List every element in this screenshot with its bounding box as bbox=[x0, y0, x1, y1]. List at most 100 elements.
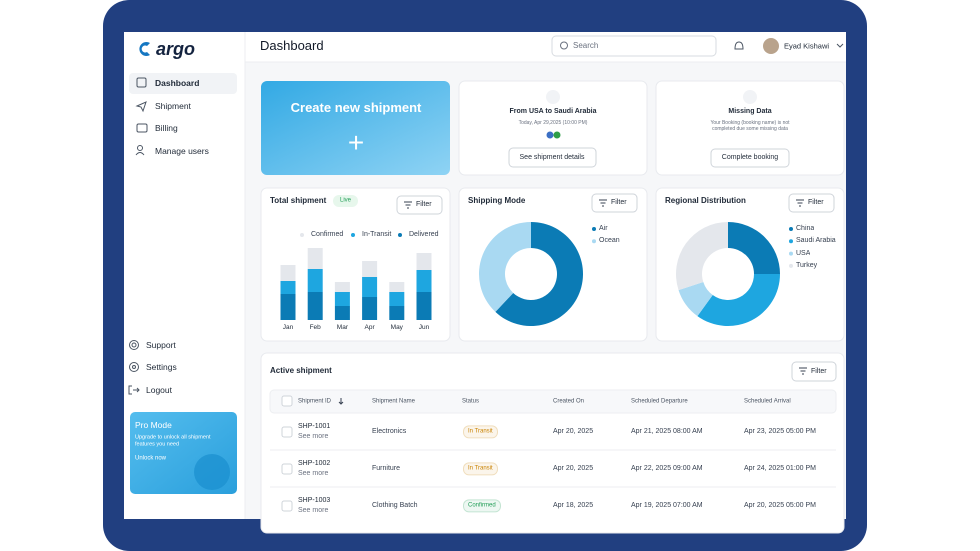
x-tick-label: Apr bbox=[364, 324, 375, 332]
x-tick-label: Feb bbox=[309, 324, 321, 332]
bar-segment bbox=[280, 294, 296, 320]
column-header: Status bbox=[462, 398, 480, 405]
nav-item[interactable]: Billing bbox=[155, 122, 178, 133]
cell: Furniture bbox=[372, 464, 401, 472]
column-header: Shipment Name bbox=[372, 398, 416, 405]
search-placeholder[interactable]: Search bbox=[573, 41, 599, 51]
nav-item[interactable]: Settings bbox=[146, 361, 177, 372]
promo-text: Upgrade to unlock all shipment features … bbox=[135, 434, 211, 447]
bar-segment bbox=[389, 282, 405, 292]
promo-link[interactable]: Unlock now bbox=[135, 455, 167, 462]
missing-text: Your Booking (booking name) is not compl… bbox=[710, 120, 790, 132]
filter-button[interactable]: Filter bbox=[811, 367, 827, 375]
x-tick-label: May bbox=[390, 324, 403, 332]
bar-segment bbox=[362, 261, 378, 277]
column-header[interactable]: Shipment ID bbox=[298, 398, 332, 405]
column-header: Scheduled Departure bbox=[631, 398, 688, 405]
cell: Apr 20, 2025 bbox=[553, 427, 594, 435]
status-badge: In Transit bbox=[463, 425, 498, 439]
page-title: Dashboard bbox=[260, 38, 324, 54]
create-icon[interactable]: + bbox=[347, 127, 365, 159]
chevron[interactable] bbox=[836, 43, 844, 48]
bar-segment bbox=[389, 306, 405, 320]
bar-segment bbox=[416, 253, 432, 270]
row-lines bbox=[270, 449, 836, 488]
missing-button[interactable]: Complete booking bbox=[721, 153, 779, 161]
search-box[interactable] bbox=[551, 35, 717, 57]
buttons[interactable] bbox=[396, 147, 837, 382]
legend-label: Confirmed bbox=[311, 230, 344, 238]
promo-title: Pro Mode bbox=[135, 419, 172, 430]
nav-item[interactable]: Logout bbox=[146, 384, 172, 395]
status-badge: In Transit bbox=[463, 462, 498, 476]
shipment-id: SHP-1002 bbox=[298, 459, 331, 467]
missing-title: Missing Data bbox=[728, 107, 772, 115]
see-more[interactable]: See more bbox=[298, 432, 329, 440]
route-button[interactable]: See shipment details bbox=[519, 153, 585, 161]
sort-icon[interactable] bbox=[338, 398, 344, 405]
cell: Apr 24, 2025 01:00 PM bbox=[744, 464, 816, 472]
bar-segment bbox=[280, 281, 296, 294]
cell: Apr 23, 2025 05:00 PM bbox=[744, 427, 816, 435]
legend-label: USA bbox=[796, 249, 811, 257]
bell-icon[interactable] bbox=[734, 41, 744, 50]
filter-button[interactable]: Filter bbox=[808, 198, 824, 206]
nav-item[interactable]: Support bbox=[146, 339, 176, 350]
column-header: Scheduled Arrival bbox=[744, 398, 791, 405]
cell: Apr 22, 2025 09:00 AM bbox=[631, 464, 703, 472]
filter-button[interactable]: Filter bbox=[416, 200, 432, 208]
legend-dot bbox=[789, 251, 793, 256]
shipment-id: SHP-1003 bbox=[298, 496, 331, 504]
create-title[interactable]: Create new shipment bbox=[290, 100, 422, 116]
donut-slice bbox=[479, 222, 531, 312]
chart-title: Regional Distribution bbox=[665, 196, 746, 206]
filter-icons bbox=[404, 199, 807, 375]
cell: Apr 18, 2025 bbox=[553, 501, 594, 509]
user-name[interactable]: Eyad Kishawi bbox=[784, 41, 830, 51]
table-header-bg bbox=[269, 389, 837, 414]
route-icon bbox=[546, 90, 560, 104]
legend-label: Delivered bbox=[409, 230, 439, 238]
donut-slice bbox=[495, 222, 583, 326]
bar-segment bbox=[416, 292, 432, 320]
donut-slice bbox=[678, 282, 713, 317]
legend-dot bbox=[300, 233, 304, 237]
live-badge bbox=[333, 195, 358, 207]
route-title: From USA to Saudi Arabia bbox=[509, 107, 597, 115]
route-date: Today, Apr 29,2025 (10:00 PM) bbox=[518, 120, 588, 126]
filter-button[interactable]: Filter bbox=[611, 198, 627, 206]
nav-item[interactable]: Manage users bbox=[155, 145, 209, 156]
chart-title: Shipping Mode bbox=[468, 196, 526, 206]
promo-globe bbox=[194, 454, 230, 490]
cell: Apr 19, 2025 07:00 AM bbox=[631, 501, 703, 509]
nav-item[interactable]: Shipment bbox=[155, 100, 191, 111]
checkboxes[interactable] bbox=[281, 395, 293, 512]
x-tick-label: Jan bbox=[282, 324, 294, 332]
avatar[interactable] bbox=[763, 38, 779, 54]
cell: Apr 20, 2025 05:00 PM bbox=[744, 501, 816, 509]
status-badge: Confirmed bbox=[463, 499, 501, 513]
flag-sa bbox=[553, 131, 561, 139]
create-card[interactable] bbox=[261, 81, 450, 175]
legend-dot bbox=[789, 239, 793, 244]
x-tick-label: Mar bbox=[336, 324, 348, 332]
shipment-id: SHP-1001 bbox=[298, 422, 331, 430]
bar-segment bbox=[362, 297, 378, 320]
nav-item[interactable]: Dashboard bbox=[155, 77, 200, 88]
donut-slice bbox=[697, 274, 780, 327]
see-more[interactable]: See more bbox=[298, 469, 329, 477]
see-more[interactable]: See more bbox=[298, 506, 329, 514]
legend-dot bbox=[398, 233, 402, 237]
legend-dot bbox=[789, 227, 793, 231]
legend-label: China bbox=[796, 224, 815, 232]
nav-icons bbox=[128, 77, 148, 395]
logo-icon bbox=[139, 42, 150, 56]
table-title: Active shipment bbox=[270, 366, 332, 376]
bar-segment bbox=[307, 269, 323, 292]
bar-segment bbox=[334, 306, 350, 320]
cell: Apr 21, 2025 08:00 AM bbox=[631, 427, 703, 435]
chart-title: Total shipment bbox=[270, 196, 327, 206]
missing-icon bbox=[743, 90, 757, 104]
